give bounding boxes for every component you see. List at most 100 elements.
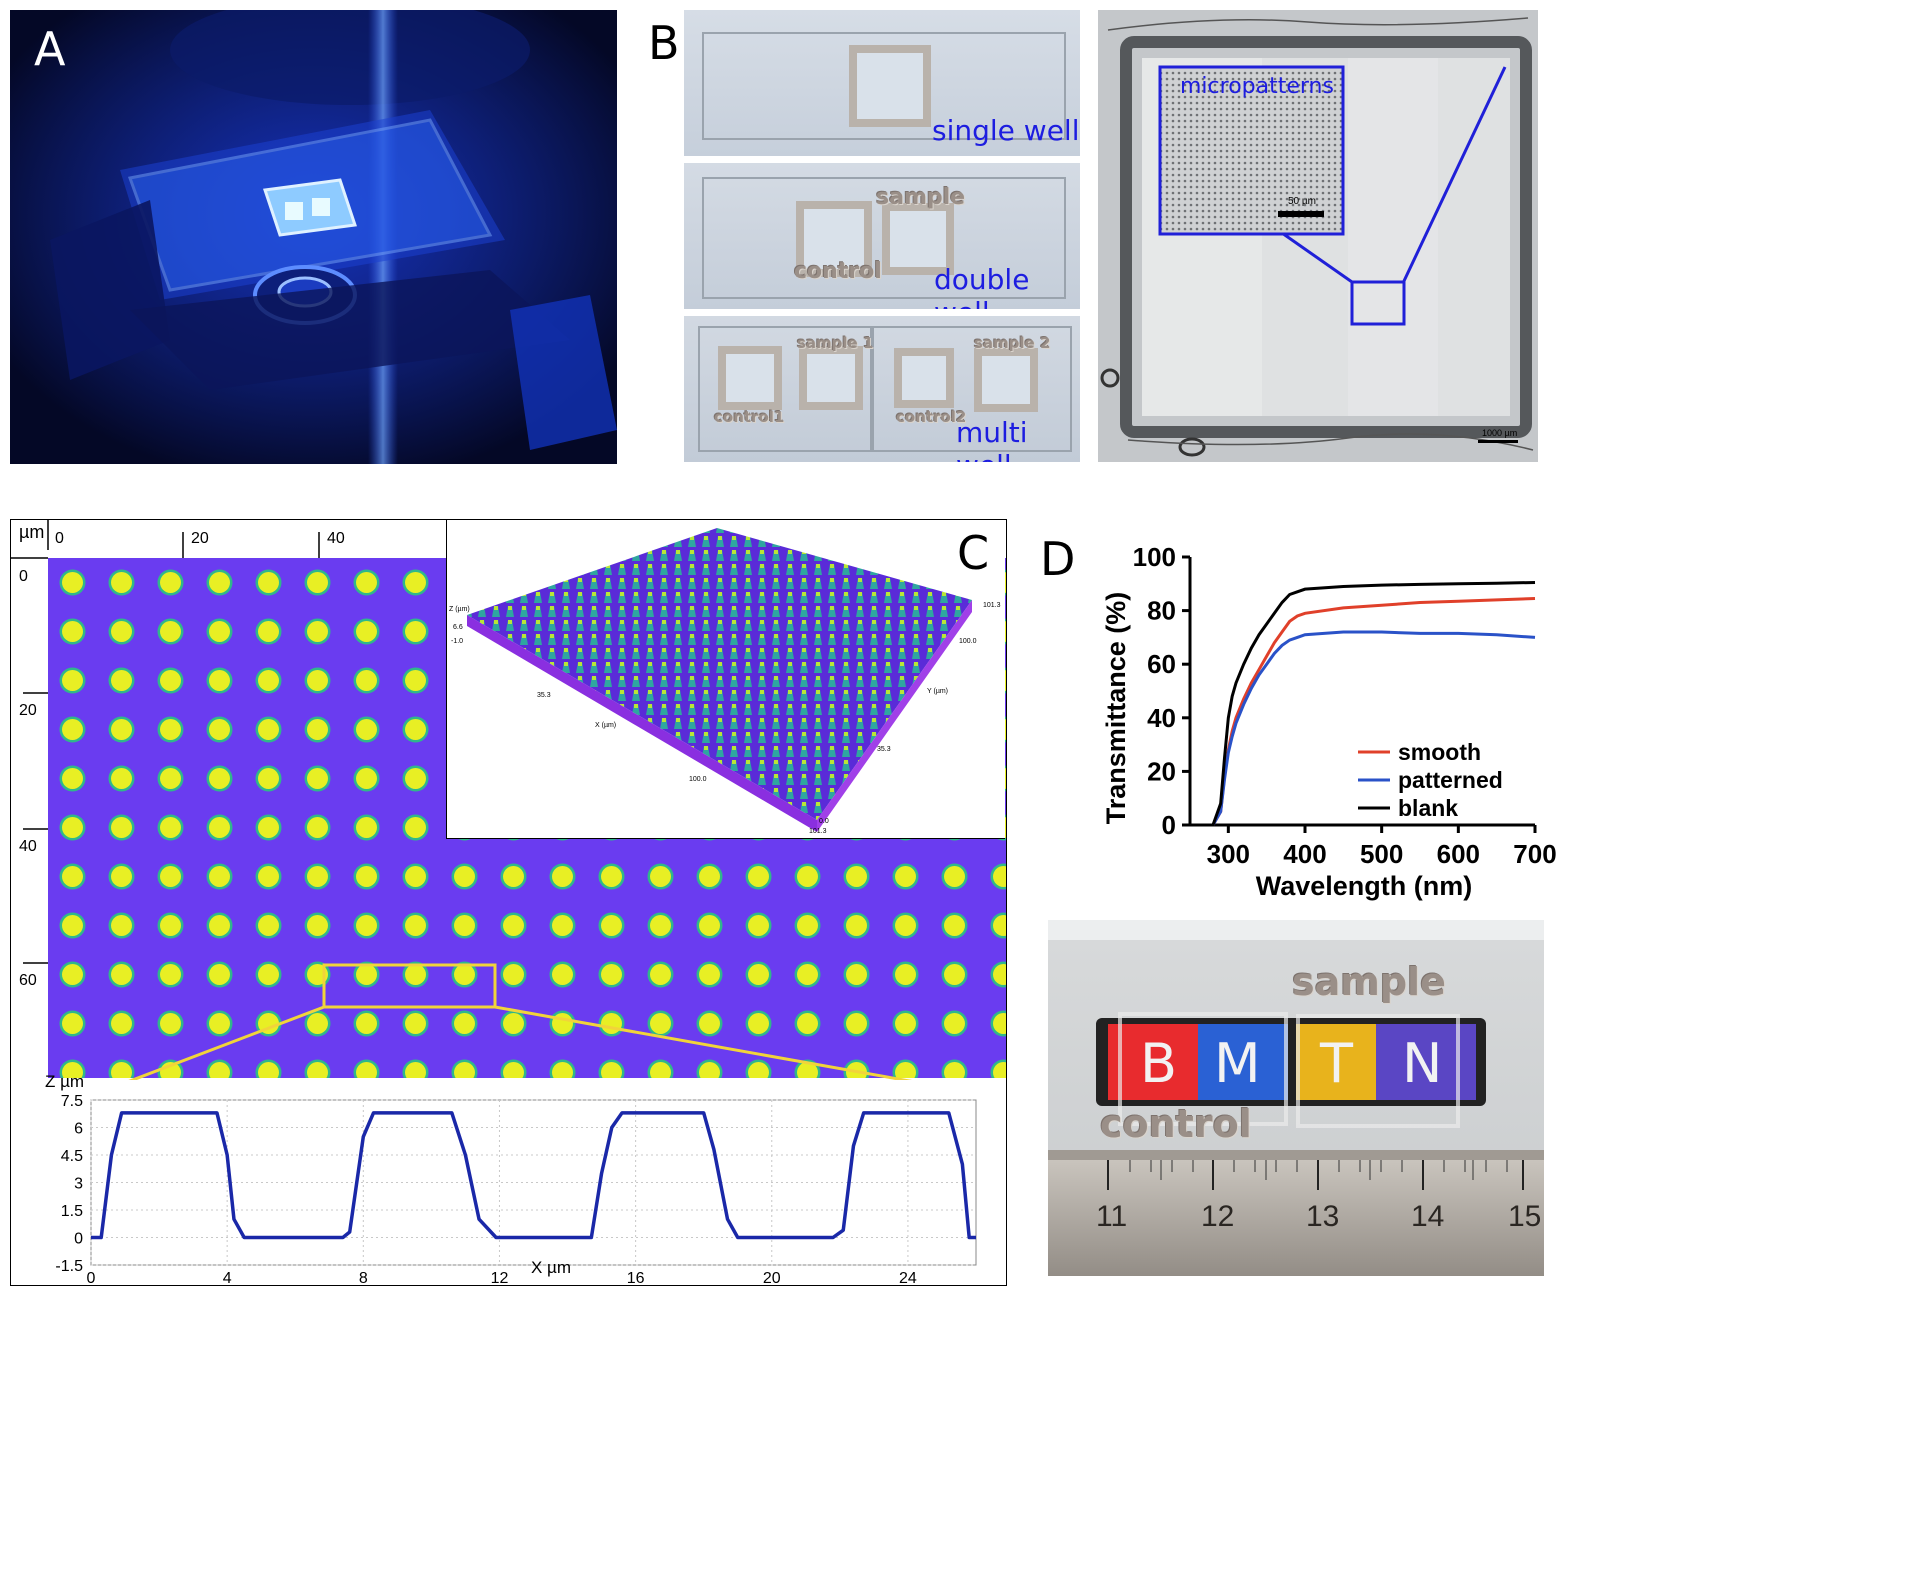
transmittance-x-tick-label: 300 bbox=[1207, 839, 1250, 869]
profile-z-axis-label: Z µm bbox=[45, 1072, 85, 1091]
surface-y-tick: 100.0 bbox=[959, 638, 977, 645]
inset-scale-bar-label: 50 µm bbox=[1288, 196, 1316, 207]
inset-label-micropatterns: micropatterns bbox=[1180, 74, 1334, 99]
surface-y-tick: 35.3 bbox=[877, 746, 891, 753]
strip-letter: M bbox=[1214, 1032, 1261, 1095]
panel-c-letter: C bbox=[957, 526, 990, 580]
series-line-patterned bbox=[1190, 630, 1536, 827]
engraving-sample: sample bbox=[876, 185, 966, 210]
profile-x-tick-label: 20 bbox=[763, 1270, 781, 1285]
well-frame bbox=[718, 346, 782, 410]
transmittance-y-tick-label: 80 bbox=[1147, 596, 1176, 626]
ruler-tick-label: 11 bbox=[1096, 1200, 1128, 1233]
engraving-sample-2: sample 2 bbox=[974, 334, 1051, 352]
microscope-scene bbox=[10, 10, 617, 464]
ruler-x-tick: 20 bbox=[191, 530, 209, 547]
profile-x-tick-label: 16 bbox=[627, 1270, 645, 1285]
ruler-y-tick: 20 bbox=[19, 702, 37, 719]
well-frame bbox=[974, 348, 1038, 412]
ruler-y-tick: 40 bbox=[19, 838, 37, 855]
strip-letter: B bbox=[1140, 1032, 1178, 1095]
ruler bbox=[1048, 1160, 1544, 1276]
surface-x-tick: 100.0 bbox=[689, 776, 707, 783]
height-profile-chart: -1.5 0 1.5 3 4.5 6 7.5 0 4 8 12 16 20 24 bbox=[11, 1080, 1006, 1285]
surface-corner-value: 101.3 bbox=[809, 828, 827, 835]
surface-x-axis-label: X (µm) bbox=[595, 722, 617, 729]
profile-y-tick-label: 7.5 bbox=[61, 1093, 83, 1110]
panel-a-photo: A bbox=[10, 10, 617, 464]
profile-y-tick-label: 1.5 bbox=[61, 1203, 83, 1220]
ruler-tick-label: 14 bbox=[1411, 1200, 1445, 1233]
profile-x-tick-label: 0 bbox=[87, 1270, 96, 1285]
surface-z-tick: -1.0 bbox=[451, 638, 464, 645]
transmittance-y-tick-label: 40 bbox=[1147, 703, 1176, 733]
panel-c-frame: µm 0 20 40 0 20 40 60 Z (µm) 6.6 -1.0 35… bbox=[10, 519, 1007, 1286]
transmittance-x-tick-label: 600 bbox=[1437, 839, 1480, 869]
profile-x-tick-label: 4 bbox=[223, 1270, 232, 1285]
transmittance-x-tick-label: 500 bbox=[1360, 839, 1403, 869]
transmittance-y-tick-label: 20 bbox=[1147, 756, 1176, 786]
surface-corner-value: 0.0 bbox=[819, 818, 829, 825]
ruler-tick-label: 12 bbox=[1201, 1200, 1235, 1233]
profile-y-tick-label: -1.5 bbox=[55, 1258, 83, 1275]
panel-b-letter: B bbox=[648, 16, 680, 70]
strip-letter: T bbox=[1320, 1032, 1353, 1095]
transmittance-y-tick-label: 0 bbox=[1162, 810, 1176, 840]
ruler-unit-label: µm bbox=[19, 522, 45, 542]
slide-single-well: single well bbox=[684, 10, 1080, 156]
engraving-sample: sample bbox=[1292, 960, 1446, 1004]
color-swatch-yellow bbox=[1296, 1024, 1376, 1100]
ruler-x-tick: 40 bbox=[327, 530, 345, 547]
engraving-sample-1: sample 1 bbox=[797, 334, 874, 352]
profile-x-tick-label: 8 bbox=[359, 1270, 368, 1285]
slide-label-multi-well: multi well bbox=[956, 416, 1028, 462]
well-frame bbox=[882, 203, 954, 275]
series-line-blank bbox=[1190, 580, 1536, 827]
well-frame bbox=[796, 201, 872, 277]
profile-y-tick-label: 6 bbox=[74, 1121, 83, 1138]
micrograph-scale-bar-label: 1000 µm bbox=[1482, 428, 1518, 438]
panel-d-photo: 11 12 13 14 15 B M T N sample control bbox=[1048, 920, 1544, 1276]
surface-y-tick: 101.3 bbox=[983, 602, 1001, 609]
surface-3d-inset: Z (µm) 6.6 -1.0 35.3 X (µm) 100.0 101.3 … bbox=[446, 520, 1005, 839]
transmittance-x-axis-label: Wavelength (nm) bbox=[1256, 871, 1473, 901]
profile-y-tick-label: 0 bbox=[74, 1231, 83, 1248]
ruler-tick-label: 15 bbox=[1508, 1200, 1542, 1233]
slide-multi-well: sample 1 sample 2 control1 control2 mult… bbox=[684, 316, 1080, 462]
engraving-control: control bbox=[794, 259, 882, 284]
profile-x-axis-label: X µm bbox=[531, 1258, 572, 1277]
profile-y-tick-label: 4.5 bbox=[61, 1148, 83, 1165]
ruler-y-tick: 0 bbox=[19, 568, 28, 585]
legend-label-blank: blank bbox=[1398, 795, 1458, 821]
surface-x-tick: 35.3 bbox=[537, 692, 551, 699]
slide-label-double-well: double well bbox=[934, 263, 1030, 309]
well-frame bbox=[799, 346, 863, 410]
ruler-x-tick: 0 bbox=[55, 530, 64, 547]
engraving-control2: control2 bbox=[896, 408, 967, 426]
well-frame bbox=[894, 348, 954, 408]
transmittance-x-tick-label: 700 bbox=[1513, 839, 1556, 869]
panel-a-letter: A bbox=[34, 22, 66, 76]
well-frame bbox=[1296, 1014, 1460, 1128]
profile-x-tick-label: 24 bbox=[899, 1270, 917, 1285]
well-frame bbox=[1118, 1012, 1288, 1126]
color-swatch-blue bbox=[1198, 1024, 1288, 1100]
transmittance-y-axis-label: Transmittance (%) bbox=[1101, 592, 1131, 825]
slide-label-single-well: single well bbox=[932, 114, 1080, 147]
transmittance-y-tick-label: 100 bbox=[1133, 542, 1176, 572]
panel-d-letter: D bbox=[1040, 532, 1076, 586]
color-swatch-red bbox=[1108, 1024, 1198, 1100]
well-frame bbox=[849, 45, 931, 127]
strip-letter: N bbox=[1402, 1032, 1443, 1095]
surface-z-tick: 6.6 bbox=[453, 624, 463, 631]
transmittance-chart: 0 20 40 60 80 100 300 400 500 600 700 smoothpatter… bbox=[1101, 542, 1557, 901]
surface-z-axis-label: Z (µm) bbox=[449, 606, 470, 613]
micrograph-well: micropatterns 50 µm 1000 µm bbox=[1098, 10, 1538, 462]
legend-label-patterned: patterned bbox=[1398, 767, 1503, 793]
surface-y-axis-label: Y (µm) bbox=[927, 688, 949, 695]
profile-series-line bbox=[91, 1111, 976, 1240]
engraving-control: control bbox=[1100, 1102, 1252, 1146]
legend-label-smooth: smooth bbox=[1398, 739, 1481, 765]
transmittance-y-tick-label: 60 bbox=[1147, 649, 1176, 679]
ruler-tick-label: 13 bbox=[1306, 1200, 1340, 1233]
